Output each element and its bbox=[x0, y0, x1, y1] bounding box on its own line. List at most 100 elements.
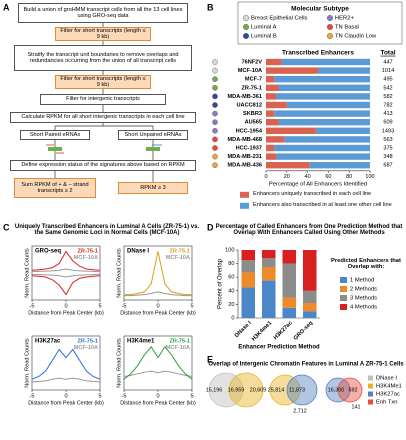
legend-label: ZR-75-1 bbox=[77, 338, 98, 344]
bar-segment bbox=[266, 119, 279, 126]
y-tick-label: 80 bbox=[228, 261, 234, 267]
venn-count: 11,873 bbox=[289, 387, 305, 393]
bar-segment bbox=[274, 110, 370, 117]
x-tick-label: 0 bbox=[156, 303, 159, 309]
legend-swatch bbox=[242, 14, 249, 21]
x-tick-label: 0 bbox=[264, 174, 267, 180]
bar-segment bbox=[274, 76, 370, 83]
x-tick-label: DNase I bbox=[234, 320, 253, 339]
y-axis-label: Norm. Read Counts bbox=[24, 338, 30, 388]
bar-segment bbox=[266, 162, 310, 169]
venn-circle bbox=[208, 372, 244, 408]
legend-label: Enhancers also transcribed in at least o… bbox=[253, 202, 392, 209]
panel-c-title: Uniquely Transcribed Enhancers in Lumina… bbox=[14, 224, 200, 237]
legend-label: H3K27ac bbox=[376, 392, 400, 398]
total-label: 375 bbox=[383, 145, 392, 151]
flow-filter: Filter for short transcripts (length ≤ 9… bbox=[55, 75, 151, 89]
legend-swatch bbox=[240, 202, 249, 209]
bar-segment bbox=[241, 287, 256, 318]
category-label: MDA-MB-436 bbox=[228, 163, 263, 169]
bar-segment bbox=[261, 250, 276, 259]
legend-box bbox=[237, 1, 403, 45]
x-tick-label: H3K4me1 bbox=[251, 320, 273, 342]
legend-swatch bbox=[340, 277, 347, 283]
series-line bbox=[31, 275, 101, 296]
legend-swatch bbox=[240, 191, 249, 198]
panel-letter: E bbox=[207, 354, 213, 364]
bar-segment bbox=[282, 297, 297, 308]
series-line bbox=[31, 273, 101, 278]
series-line bbox=[123, 370, 193, 377]
y-axis-label: Percent of Overlap bbox=[218, 258, 224, 309]
bar-segment bbox=[266, 58, 282, 66]
x-tick-label: -5 bbox=[122, 393, 127, 399]
x-tick-label: -5 bbox=[30, 303, 35, 309]
venn-count: 592 bbox=[349, 387, 358, 393]
legend-label: Enh Txn bbox=[376, 400, 397, 406]
x-tick-label: 100 bbox=[365, 174, 374, 180]
subtype-dot bbox=[212, 119, 218, 125]
flow-step: Filter for intergenic transcripts bbox=[40, 94, 166, 105]
series-line bbox=[31, 348, 101, 380]
bar-segment bbox=[266, 144, 275, 152]
category-label: SKBR3 bbox=[243, 111, 262, 117]
venn-count: 16,300 bbox=[328, 387, 345, 393]
flow-step: Short Unpaired eRNAs bbox=[118, 130, 188, 140]
x-tick-label: GRO-seq bbox=[293, 320, 315, 342]
venn-count: 20,609 bbox=[250, 387, 267, 393]
flow-step: Stratify the transcript unit boundaries … bbox=[14, 45, 192, 71]
total-label: 495 bbox=[383, 77, 392, 83]
legend-label: HER2+ bbox=[335, 16, 354, 22]
y-tick-label: 100 bbox=[225, 247, 234, 253]
x-tick-label: -5 bbox=[122, 303, 127, 309]
x-tick-label: 0 bbox=[156, 393, 159, 399]
legend-swatch bbox=[242, 24, 249, 31]
column-header: Total bbox=[380, 50, 395, 57]
legend-label: MCF-10A bbox=[74, 255, 98, 261]
legend-swatch bbox=[327, 24, 334, 31]
venn-circle bbox=[337, 377, 363, 403]
legend-label: Luminal B bbox=[251, 34, 277, 40]
bar-segment bbox=[266, 101, 287, 109]
bar-segment bbox=[282, 307, 297, 318]
x-tick-label: 60 bbox=[325, 174, 331, 180]
category-label: MDA-MB-361 bbox=[228, 94, 263, 100]
legend-label: MCF-10A bbox=[74, 345, 98, 351]
bar-segment bbox=[276, 93, 370, 100]
legend-label: Luminal A bbox=[251, 25, 277, 31]
subtype-dot bbox=[212, 153, 218, 160]
venn-count: 16,959 bbox=[228, 387, 245, 393]
legend-swatch bbox=[340, 304, 347, 310]
y-tick-label: 40 bbox=[228, 288, 234, 294]
category-label: ZR-75-1 bbox=[241, 85, 262, 91]
x-tick-label: 40 bbox=[305, 174, 311, 180]
bar-segment bbox=[261, 280, 276, 318]
bar-segment bbox=[302, 290, 317, 304]
subtype-dot bbox=[212, 85, 218, 91]
total-label: 348 bbox=[383, 154, 392, 160]
series-line bbox=[31, 268, 101, 273]
y-axis-label: Norm. Read Counts bbox=[24, 248, 30, 298]
x-axis-label: Percentage of All Enhancers Identified bbox=[269, 181, 367, 187]
bar-segment bbox=[266, 84, 279, 91]
category-label: 76NF2V bbox=[241, 59, 262, 65]
legend-label: H3K4Me1 bbox=[376, 384, 402, 390]
panel-letter: D bbox=[207, 222, 214, 232]
legend-title: Molecular Subtype bbox=[291, 6, 349, 13]
bar-segment bbox=[261, 258, 276, 267]
bar-segment bbox=[302, 303, 317, 312]
bar-segment bbox=[318, 67, 370, 74]
x-tick-label: 5 bbox=[190, 303, 193, 309]
panel-letter: C bbox=[3, 222, 10, 232]
bar-segment bbox=[266, 110, 275, 117]
legend-label: 2 Methods bbox=[350, 287, 377, 293]
x-tick-label: 80 bbox=[346, 174, 352, 180]
legend-swatch bbox=[340, 295, 347, 301]
legend-swatch bbox=[368, 375, 373, 381]
legend-label: 4 Methods bbox=[350, 305, 377, 311]
legend-label: ZR-75-1 bbox=[169, 248, 190, 254]
bar-segment bbox=[266, 153, 277, 160]
bar-segment bbox=[266, 127, 316, 134]
venn-title: Overlap of Intergenic Chromatin Features… bbox=[208, 362, 404, 368]
